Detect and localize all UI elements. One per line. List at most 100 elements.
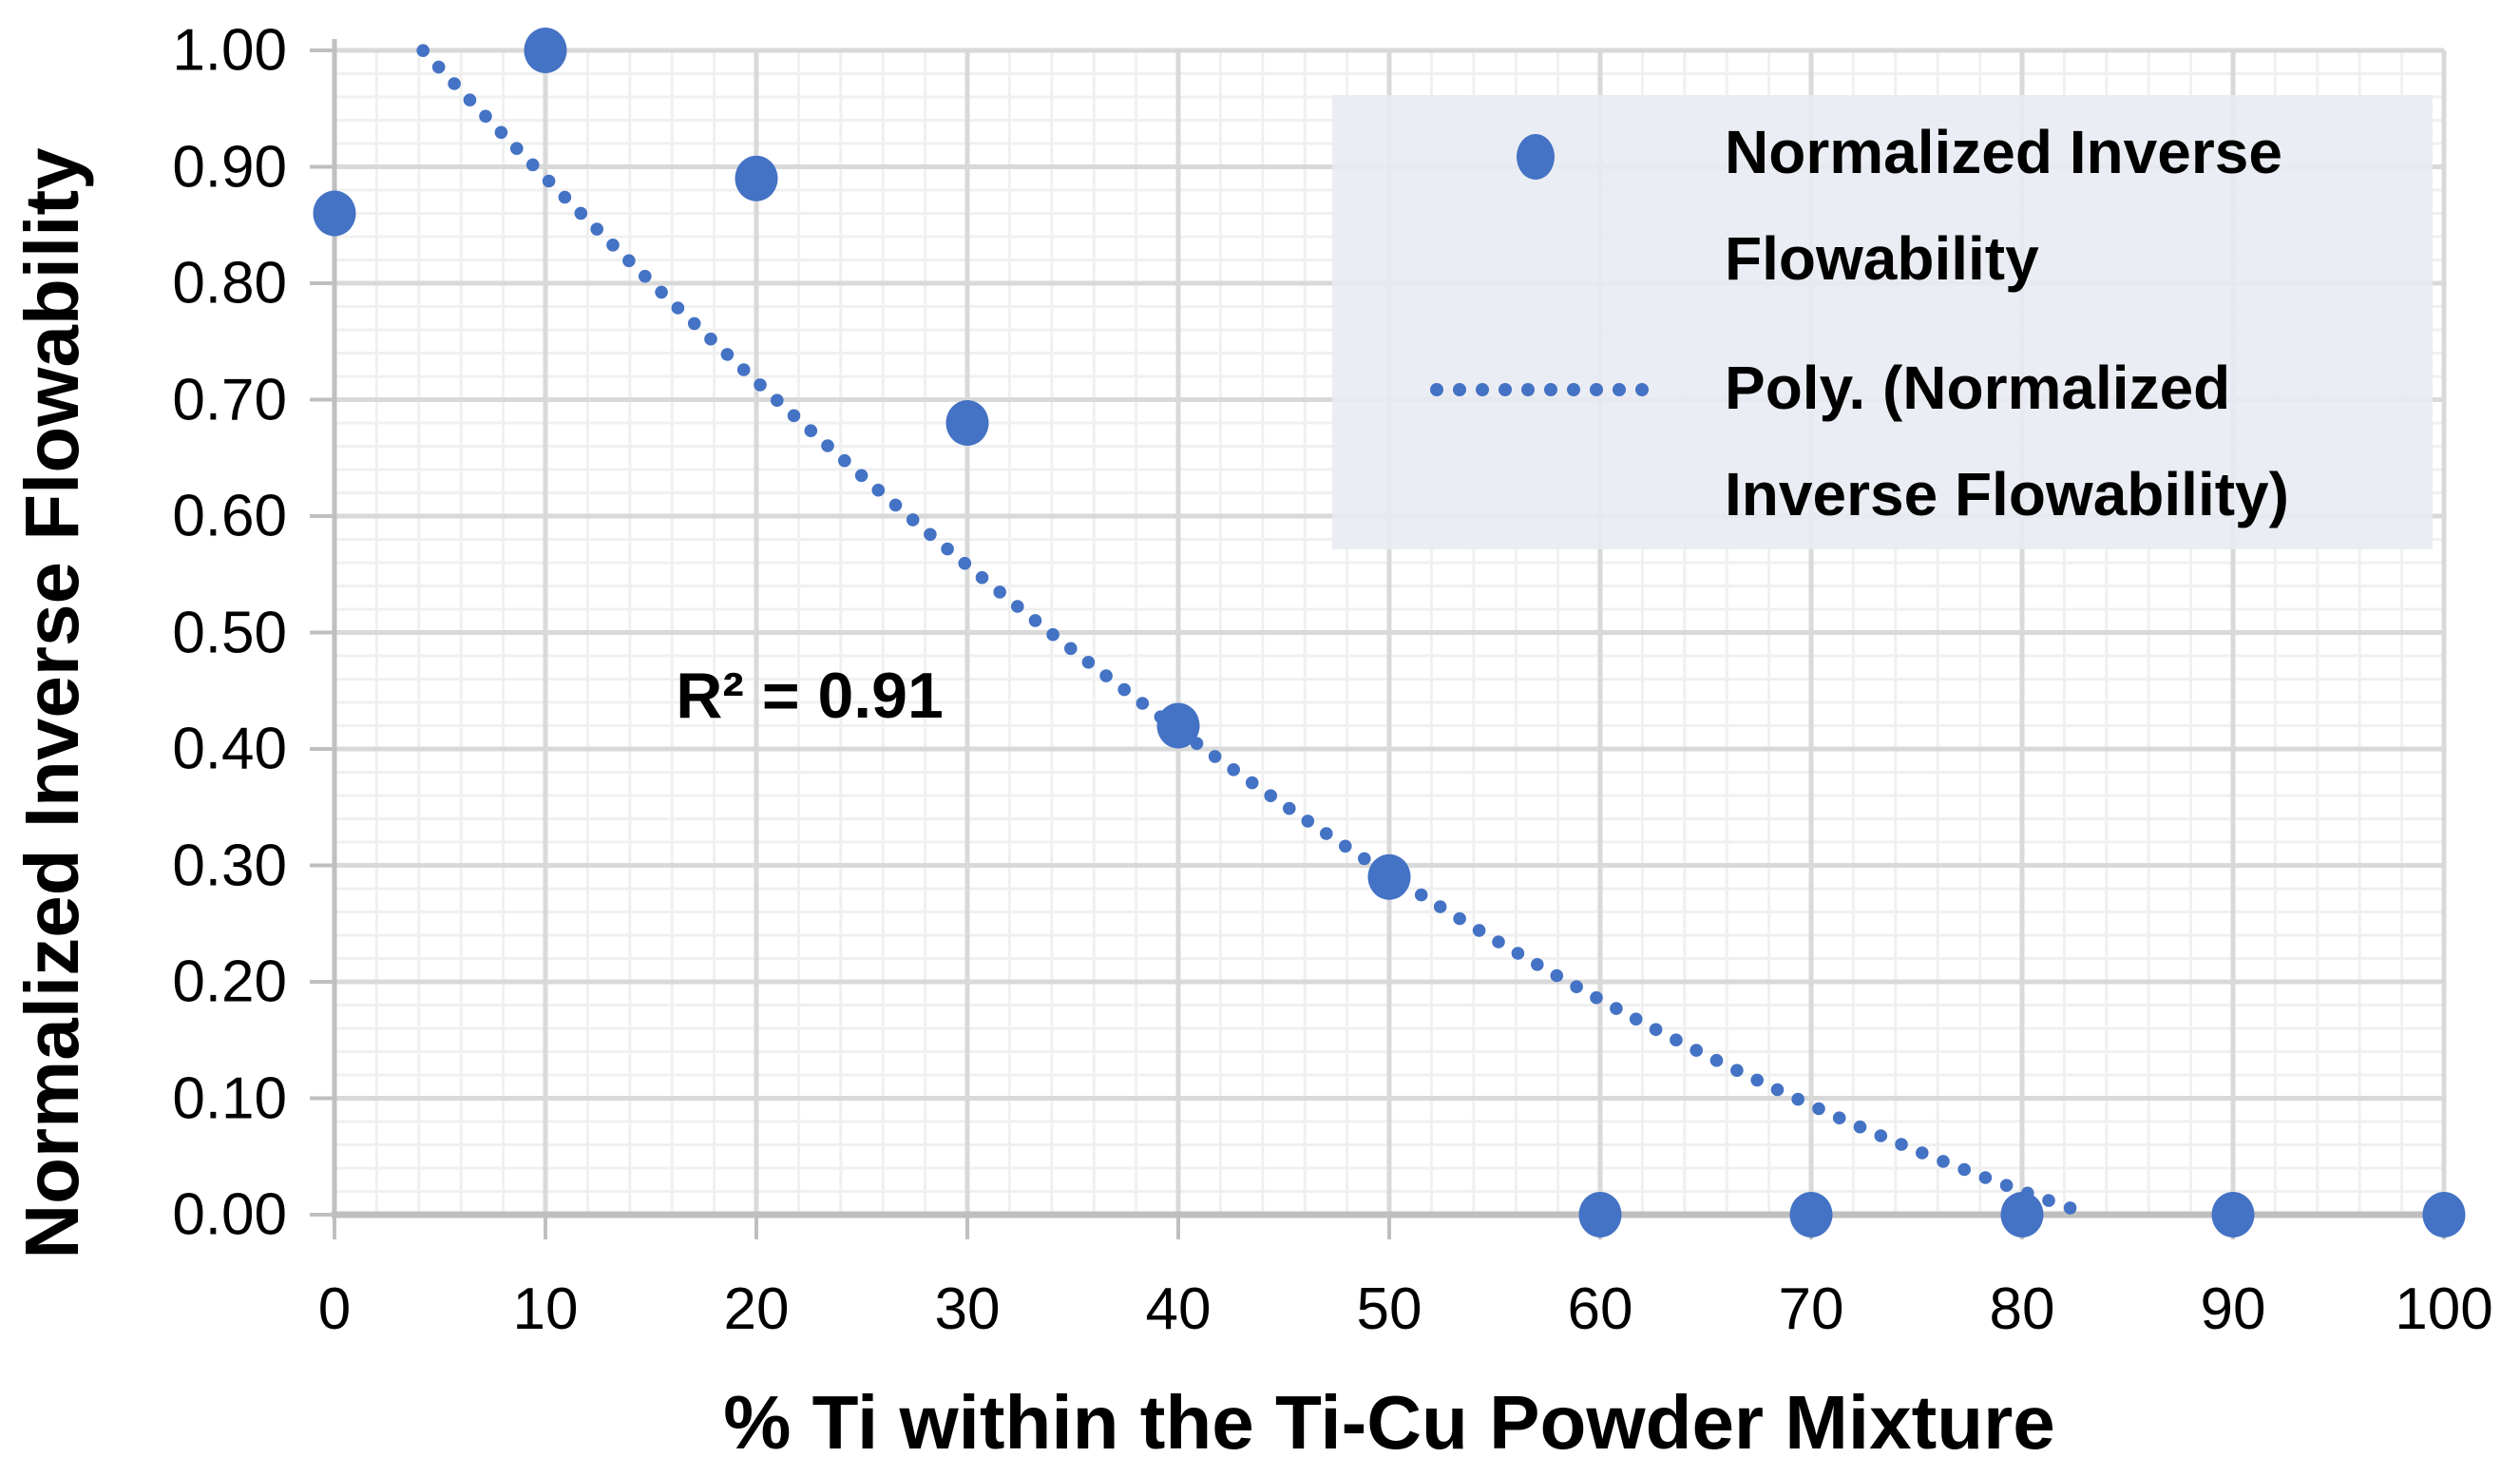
trendline-dot bbox=[2063, 1201, 2077, 1215]
y-tick-label: 0.50 bbox=[172, 600, 287, 665]
trendline-dot bbox=[494, 125, 508, 140]
data-points bbox=[313, 28, 2466, 1237]
trendline-dot bbox=[1028, 614, 1042, 627]
trendline-dot bbox=[542, 174, 556, 188]
trendline-dot bbox=[687, 316, 701, 331]
trendline-dot bbox=[1590, 990, 1603, 1005]
trendline-dot bbox=[906, 513, 920, 527]
trendline-dot bbox=[431, 60, 446, 74]
trendline-dot bbox=[854, 469, 869, 483]
trendline-dot bbox=[448, 77, 461, 90]
y-axis-title: Normalized Inverse Flowability bbox=[10, 147, 94, 1259]
trendline-dot bbox=[606, 238, 620, 252]
trendline-dot bbox=[1453, 911, 1466, 926]
trendline-dot bbox=[993, 585, 1006, 599]
trendline-dot bbox=[975, 570, 989, 585]
data-point bbox=[1789, 1192, 1833, 1237]
trendline-dot bbox=[574, 206, 588, 221]
trendline-dot bbox=[1414, 888, 1428, 902]
legend-entry-trendline-label: Poly. (Normalized Inverse Flowability) bbox=[1725, 354, 2289, 528]
y-tick-label: 0.40 bbox=[172, 716, 287, 782]
x-tick-label: 20 bbox=[723, 1276, 790, 1342]
trendline-dot bbox=[622, 254, 636, 268]
trendline-dot bbox=[1750, 1073, 1764, 1087]
trendline-dot bbox=[1320, 827, 1333, 840]
legend-background bbox=[1332, 95, 2433, 549]
trendline-dot bbox=[1610, 1002, 1623, 1015]
trendline-dot bbox=[1978, 1171, 1993, 1184]
trendline-dot bbox=[1895, 1138, 1908, 1151]
data-point bbox=[2000, 1192, 2044, 1237]
trendline-dot bbox=[1853, 1120, 1867, 1134]
r-squared-annotation: R² = 0.91 bbox=[676, 660, 944, 732]
trendline-dot bbox=[510, 142, 524, 155]
trendline-dot bbox=[416, 44, 430, 57]
x-tick-label: 70 bbox=[1778, 1276, 1844, 1342]
y-tick-label: 0.80 bbox=[172, 250, 287, 316]
trendline-dot bbox=[671, 301, 685, 315]
x-tick-label: 50 bbox=[1356, 1276, 1422, 1342]
trendline-dot bbox=[720, 348, 735, 361]
y-tick-label: 0.00 bbox=[172, 1181, 287, 1248]
trendline-dot bbox=[1670, 1033, 1683, 1046]
trendline-dot bbox=[821, 439, 834, 452]
trendline-dot bbox=[1227, 763, 1240, 777]
trendline-dot bbox=[1064, 642, 1078, 656]
trendline-dot bbox=[1136, 697, 1150, 710]
trendline-dot bbox=[1492, 935, 1505, 949]
trendline-dot bbox=[1358, 852, 1371, 866]
x-tick-label: 60 bbox=[1567, 1276, 1633, 1342]
trendline-dot bbox=[838, 453, 851, 468]
data-point bbox=[313, 190, 356, 237]
trendline-dot bbox=[736, 363, 751, 376]
trendline-dot bbox=[1690, 1044, 1703, 1057]
trendline-dot bbox=[1046, 627, 1060, 642]
trendline-dot bbox=[1245, 776, 1259, 790]
trendline-dot bbox=[1791, 1092, 1804, 1106]
x-axis-title: % Ti within the Ti-Cu Powder Mixture bbox=[723, 1380, 2055, 1465]
trendline-dot bbox=[754, 378, 767, 392]
trendline-dot bbox=[1301, 815, 1315, 828]
trendline-dot bbox=[1531, 958, 1544, 971]
x-tick-label: 10 bbox=[512, 1276, 579, 1342]
legend-entry-series-label: Normalized Inverse Flowability bbox=[1725, 118, 2282, 293]
y-tick-label: 0.60 bbox=[172, 483, 287, 549]
trendline-dot bbox=[1874, 1129, 1888, 1142]
trendline-dot bbox=[1916, 1146, 1929, 1160]
x-tick-label: 80 bbox=[1989, 1276, 2055, 1342]
data-point bbox=[945, 400, 989, 446]
legend bbox=[1332, 95, 2433, 549]
trendline-dot bbox=[558, 190, 572, 204]
x-tick-label: 0 bbox=[317, 1276, 352, 1342]
y-tick-label: 0.70 bbox=[172, 367, 287, 432]
x-tick-label: 40 bbox=[1145, 1276, 1212, 1342]
data-point bbox=[1367, 854, 1411, 900]
trendline-dot bbox=[1570, 980, 1583, 993]
data-point bbox=[2211, 1192, 2255, 1237]
x-tick-label: 90 bbox=[2200, 1276, 2266, 1342]
trendline-dot bbox=[1709, 1053, 1724, 1067]
data-point bbox=[2422, 1192, 2466, 1237]
trendline-dot bbox=[1433, 900, 1447, 913]
trendline-dot bbox=[1208, 750, 1222, 763]
trendline-dot bbox=[1999, 1179, 2014, 1192]
trendline-dot bbox=[1117, 682, 1131, 697]
data-point bbox=[1156, 702, 1200, 749]
trendline-dot bbox=[655, 285, 668, 299]
data-point bbox=[1578, 1192, 1622, 1237]
trendline-dot bbox=[463, 93, 477, 106]
y-tick-label: 0.10 bbox=[172, 1065, 287, 1131]
trendline-dot bbox=[1649, 1023, 1663, 1036]
trendline-dot bbox=[1832, 1111, 1846, 1124]
trendline-dot bbox=[1511, 947, 1525, 960]
data-point bbox=[735, 155, 778, 201]
trendline-dot bbox=[704, 332, 717, 346]
trendline-dot bbox=[1629, 1012, 1643, 1026]
trendline-dot bbox=[871, 483, 886, 497]
trendline-dot bbox=[590, 222, 603, 236]
trendline-dot bbox=[1957, 1162, 1971, 1177]
trendline-dot bbox=[924, 528, 937, 542]
trendline-dot bbox=[2042, 1194, 2055, 1207]
